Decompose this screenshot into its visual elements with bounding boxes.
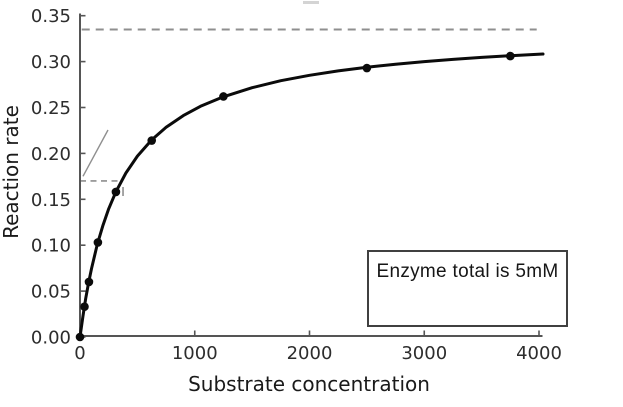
y-tick-label: 0.15	[31, 190, 71, 211]
data-point	[362, 63, 372, 73]
x-tick-label: 3000	[401, 343, 447, 364]
reaction-rate-curve	[78, 52, 545, 339]
data-point	[147, 136, 157, 145]
y-tick-label: 0.35	[31, 6, 71, 27]
x-tick-label: 0	[74, 343, 85, 364]
y-tick-label: 0.10	[31, 236, 71, 257]
y-tick-label: 0.00	[31, 328, 71, 349]
initial-slope-line	[82, 129, 109, 177]
data-point	[75, 332, 85, 342]
data-point	[111, 187, 121, 197]
y-tick-label: 0.05	[31, 282, 71, 303]
cropped-title-remnant	[303, 1, 319, 4]
data-point	[506, 51, 515, 61]
data-point	[219, 92, 228, 101]
x-tick-label: 2000	[287, 343, 333, 364]
x-tick-label: 4000	[516, 343, 562, 364]
x-tick-label: 1000	[172, 343, 218, 364]
y-axis-title: Reaction rate	[0, 105, 23, 239]
data-point	[84, 277, 94, 287]
data-point	[93, 238, 103, 247]
data-point	[80, 302, 89, 312]
x-axis-title: Substrate concentration	[188, 372, 430, 396]
y-tick-label: 0.25	[31, 98, 71, 119]
annotation-text: Enzyme total is 5mM	[376, 261, 559, 282]
y-tick-label: 0.30	[31, 52, 71, 73]
annotation-box: Enzyme total is 5mM	[367, 250, 568, 327]
y-tick-label: 0.20	[31, 144, 71, 165]
